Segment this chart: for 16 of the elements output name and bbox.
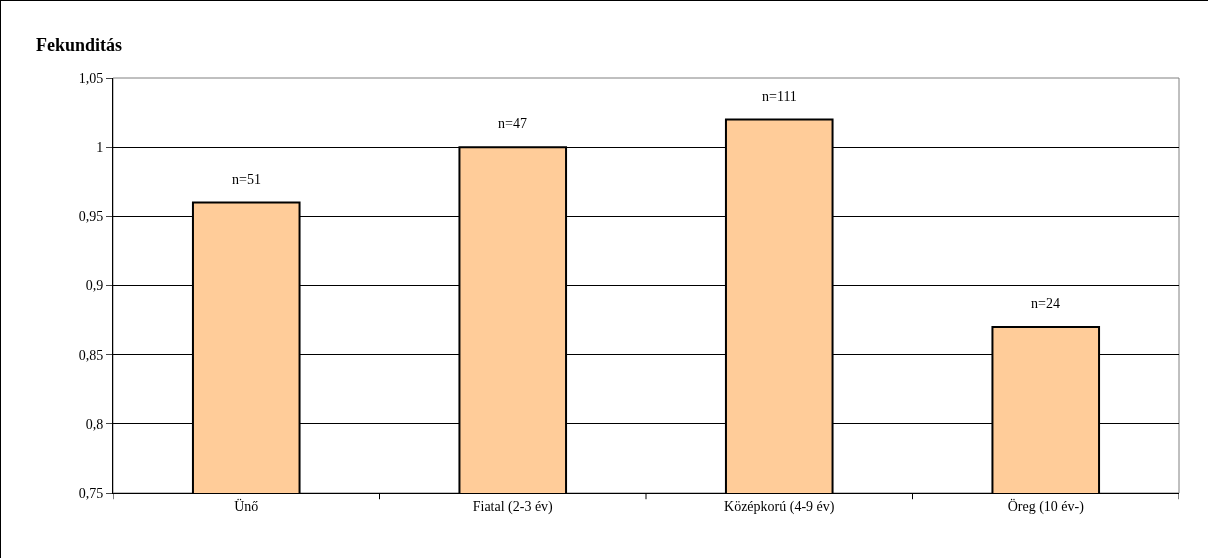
chart-title: Fekunditás: [36, 35, 123, 56]
y-tick-label: 0,75: [78, 485, 104, 501]
annotation: n=24: [1031, 296, 1060, 311]
x-tick-label: Öreg (10 év-): [1007, 497, 1085, 515]
annotation: n=47: [498, 116, 527, 131]
x-tick-label: Fiatal (2-3 év): [472, 498, 554, 515]
y-tick-label: 0,95: [78, 209, 104, 225]
x-tick-label: Ünő: [234, 497, 259, 514]
y-tick-label: 1: [96, 140, 104, 156]
y-tick-label: 0,8: [85, 416, 104, 432]
annotation: n=51: [232, 172, 261, 187]
x-tick-label: Középkorú (4-9 év): [724, 498, 835, 515]
y-tick-label: 1,05: [78, 70, 104, 86]
y-tick-label: 0,9: [85, 278, 104, 294]
y-tick-label: 0,85: [78, 347, 104, 363]
annotation: n=111: [762, 89, 797, 104]
